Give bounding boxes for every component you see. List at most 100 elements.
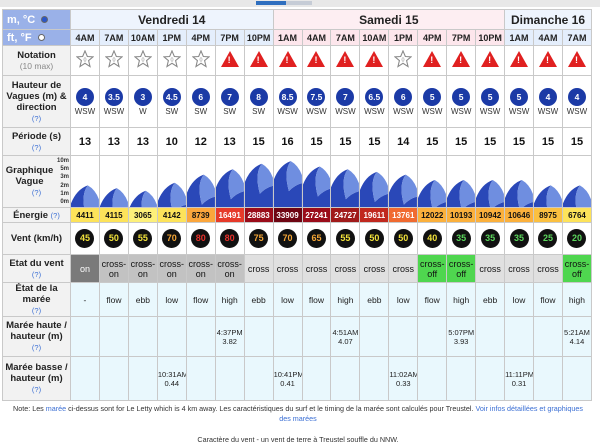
- graph-scale-tick: 10m: [56, 158, 69, 164]
- low-tide-cell: [359, 356, 390, 401]
- tide-link[interactable]: marée: [45, 404, 67, 413]
- hour-cell: 1AM: [504, 29, 534, 46]
- rating-cell: [504, 45, 534, 76]
- star-outline-icon: 0: [162, 50, 181, 68]
- wave-height-cell: 5 WSW: [504, 75, 534, 128]
- tide-state-cell: high: [446, 282, 477, 317]
- period-cell: 12: [185, 127, 216, 156]
- wave-icon: [389, 174, 417, 207]
- unit-metric-radio[interactable]: [41, 16, 49, 24]
- rating-cell: 0: [98, 45, 129, 76]
- low-tide-cell: 11:02AM 0.33: [388, 356, 419, 401]
- period-cell: 15: [475, 127, 506, 156]
- top-scroll-indicator: [0, 0, 600, 7]
- unit-metric-toggle[interactable]: m, °C: [2, 9, 71, 30]
- wind-row: Vent (km/h) 45 50 55 70 80 80 75 70 65 55 50 50 40 35 3…: [2, 222, 593, 255]
- day-header: Dimanche 16: [504, 9, 592, 30]
- alert-triangle-icon: [249, 51, 268, 67]
- energy-cell: 10193: [446, 207, 477, 223]
- wave-graphic-cell: [388, 155, 419, 208]
- tide-state-cell: ebb: [243, 282, 274, 317]
- row-label-text: Hauteur de Vagues (m) & direction: [6, 79, 67, 113]
- energy-cell: 8975: [533, 207, 563, 223]
- wind-state-cell: cross: [388, 254, 419, 283]
- wave-direction: WSW: [393, 106, 414, 116]
- wind-arrow-icon: 20: [567, 229, 587, 248]
- svg-text:0: 0: [402, 58, 405, 64]
- help-link[interactable]: (?): [31, 142, 42, 152]
- wave-direction: WSW: [74, 106, 96, 116]
- high-tide-cell: [243, 316, 274, 357]
- high-tide-height: 4.14: [569, 336, 585, 346]
- day-header-row: m, °C Vendredi 14 Samedi 15 Dimanche 16: [2, 9, 592, 30]
- rating-cell: [417, 45, 448, 76]
- high-tide-time: 5:07PM: [448, 327, 475, 337]
- wave-direction: WSW: [479, 106, 501, 116]
- tide-state-cell: high: [330, 282, 361, 317]
- wave-graphic-cell: [330, 155, 361, 208]
- alert-triangle-icon: [567, 51, 586, 67]
- wave-direction: SW: [194, 106, 208, 116]
- hour-cell: 1AM: [272, 29, 303, 46]
- rating-cell: [330, 45, 361, 76]
- wind-state-cell: cross-off: [417, 254, 448, 283]
- help-link[interactable]: (?): [50, 210, 60, 220]
- wave-direction: WSW: [103, 106, 125, 116]
- high-tide-cell: [388, 316, 419, 357]
- rating-cell: [475, 45, 506, 76]
- wave-icon: [216, 168, 244, 207]
- wave-direction: WSW: [537, 106, 559, 116]
- wind-state-cell: cross-on: [127, 254, 158, 283]
- hour-row: ft, °F 4AM 7AM 10AM 1PM 4PM 7PM 10PM 1AM 4AM 7AM 10…: [2, 29, 593, 46]
- tide-state-cell: flow: [417, 282, 448, 317]
- high-tide-height: 4.07: [338, 336, 353, 346]
- row-label-period: Période (s) (?): [2, 127, 71, 156]
- period-cell: 10: [156, 127, 187, 156]
- tide-details-link[interactable]: Voir infos détaillées et graphiques des …: [279, 404, 583, 423]
- wave-direction: WSW: [306, 106, 327, 116]
- high-tide-time: 4:37PM: [216, 327, 243, 337]
- unit-imperial-toggle[interactable]: ft, °F: [2, 29, 71, 46]
- period-cell: 15: [243, 127, 274, 156]
- hour-cell: 10AM: [127, 29, 158, 46]
- help-link[interactable]: (?): [31, 343, 42, 352]
- wave-direction-icon: 7.5: [307, 87, 326, 106]
- tide-state-cell: flow: [301, 282, 332, 317]
- wave-direction: WSW: [422, 106, 443, 116]
- high-tide-cell: [533, 316, 563, 357]
- period-row: Période (s) (?) 13 13 13 10 12 13 15 16 15 15 15 14 15…: [2, 127, 593, 156]
- wind-state-cell: cross: [272, 254, 303, 283]
- period-cell: 13: [214, 127, 245, 156]
- low-tide-cell: [533, 356, 563, 401]
- hour-cell: 4PM: [417, 29, 448, 46]
- period-cell: 15: [533, 127, 563, 156]
- star-outline-icon: 0: [133, 50, 152, 68]
- help-link[interactable]: (?): [31, 306, 42, 315]
- hour-cell: 1PM: [156, 29, 187, 46]
- wind-cell: 55: [330, 222, 361, 255]
- period-cell: 15: [417, 127, 448, 156]
- hour-cell: 1PM: [388, 29, 419, 46]
- help-link[interactable]: (?): [31, 269, 42, 279]
- wave-icon: [274, 160, 302, 207]
- wind-cell: 55: [127, 222, 158, 255]
- wave-direction-icon: 4: [567, 87, 586, 106]
- help-link[interactable]: (?): [31, 385, 42, 394]
- row-label-wind: Vent (km/h): [2, 222, 71, 255]
- high-tide-height: 3.93: [453, 336, 469, 346]
- scroll-thumb[interactable]: [256, 1, 286, 5]
- wave-direction-icon: 4: [75, 87, 94, 106]
- scroll-track[interactable]: [286, 1, 312, 5]
- alert-triangle-icon: [510, 51, 529, 67]
- help-link[interactable]: (?): [31, 188, 42, 197]
- low-tide-cell: 10:41PM 0.41: [272, 356, 303, 401]
- unit-imperial-radio[interactable]: [37, 34, 45, 42]
- wind-cell: 20: [561, 222, 593, 255]
- alert-triangle-icon: [278, 51, 297, 67]
- wind-arrow-icon: 45: [75, 229, 95, 248]
- wind-cell: 35: [446, 222, 477, 255]
- help-link[interactable]: (?): [31, 113, 42, 123]
- star-outline-icon: 0: [191, 50, 210, 68]
- energy-cell: 33909: [272, 207, 303, 223]
- wave-graphic-cell: [214, 155, 245, 208]
